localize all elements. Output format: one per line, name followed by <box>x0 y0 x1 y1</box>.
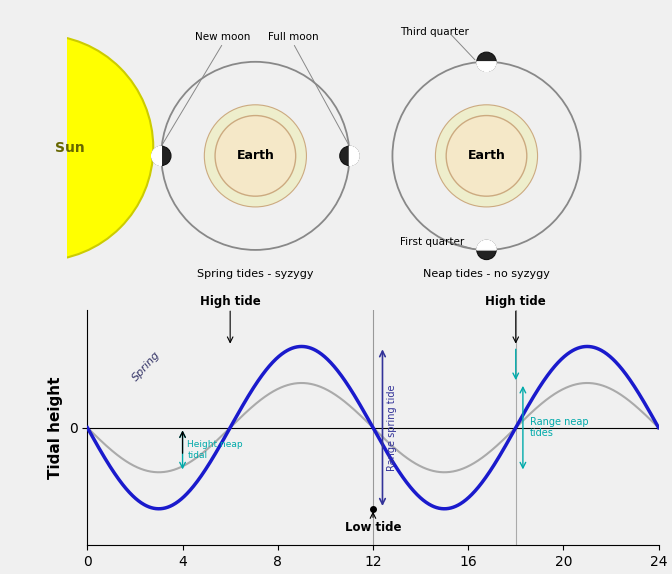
Text: Range neap
tides: Range neap tides <box>530 417 589 439</box>
Text: Neap tides - no syzygy: Neap tides - no syzygy <box>423 269 550 279</box>
Circle shape <box>152 146 171 165</box>
Text: Third quarter: Third quarter <box>401 27 469 37</box>
Text: Sun: Sun <box>55 141 85 155</box>
Text: New moon: New moon <box>196 32 251 42</box>
Text: High tide: High tide <box>200 294 261 308</box>
Text: Earth: Earth <box>237 149 274 162</box>
Text: Earth: Earth <box>468 149 505 162</box>
Y-axis label: Tidal height: Tidal height <box>48 377 63 479</box>
Wedge shape <box>477 62 496 72</box>
Circle shape <box>204 105 306 207</box>
Text: Low tide: Low tide <box>345 521 401 534</box>
Wedge shape <box>477 241 496 250</box>
Circle shape <box>435 105 538 207</box>
Circle shape <box>446 115 527 196</box>
Circle shape <box>215 115 296 196</box>
Circle shape <box>340 146 359 165</box>
Text: Spring tides - syzygy: Spring tides - syzygy <box>197 269 314 279</box>
Text: Height neap
tidal: Height neap tidal <box>187 440 243 460</box>
Circle shape <box>477 52 496 72</box>
Text: Full moon: Full moon <box>267 32 319 42</box>
Circle shape <box>0 35 153 261</box>
Text: High tide: High tide <box>485 294 546 308</box>
Wedge shape <box>152 146 161 165</box>
Wedge shape <box>349 146 359 165</box>
Text: Range spring tide: Range spring tide <box>387 385 397 471</box>
Circle shape <box>477 241 496 259</box>
Text: First quarter: First quarter <box>401 237 465 247</box>
Text: Spring: Spring <box>130 350 162 383</box>
